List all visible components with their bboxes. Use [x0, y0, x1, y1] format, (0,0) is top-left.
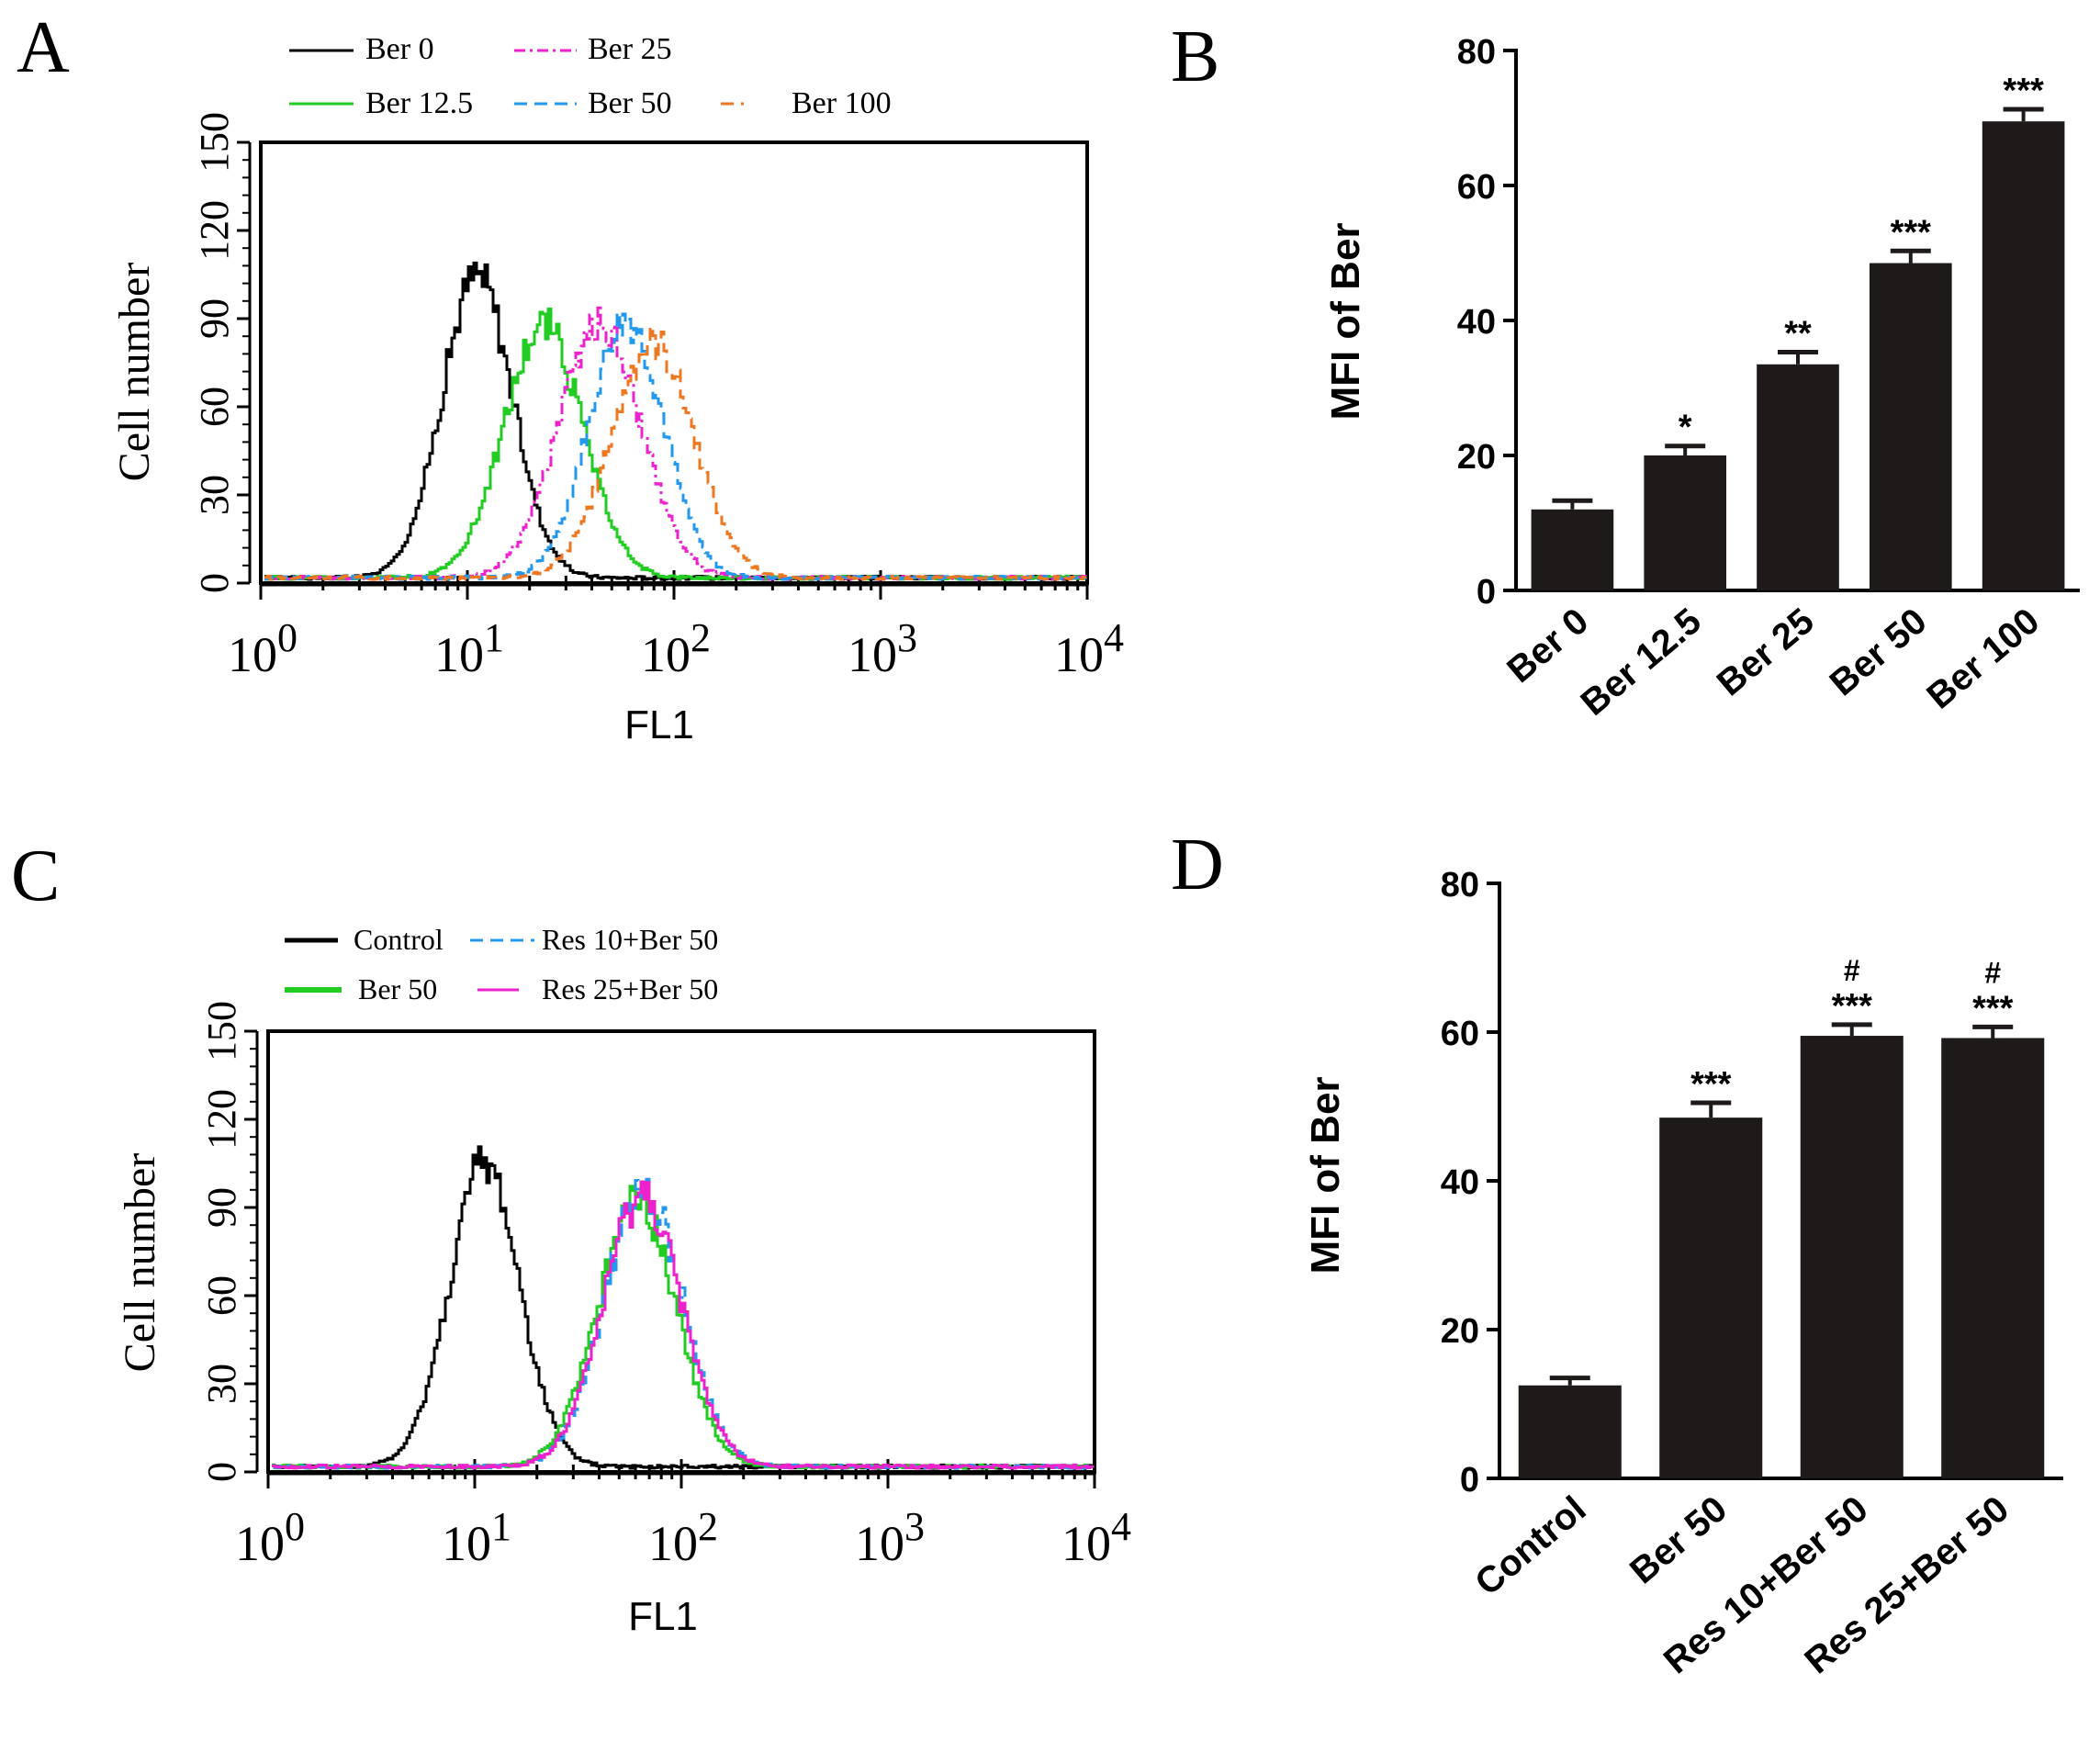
x-tick-label-ber-25: Ber 25: [1710, 601, 1822, 703]
bar-ber-50: [1659, 1117, 1763, 1478]
x-tick-label: 104: [1054, 615, 1124, 682]
significance-hash-res-10-ber-50: #: [1844, 954, 1860, 987]
y-tick-label: 120: [199, 1089, 244, 1150]
y-tick-label: 40: [1441, 1163, 1479, 1202]
significance-ber-12-5: *: [1679, 409, 1692, 447]
bar-ber-12-5: [1644, 455, 1727, 590]
x-tick-label: 103: [848, 615, 917, 682]
panel-c-legend: Control Res 10+Ber 50 Ber 50 Res 25+Ber …: [285, 923, 718, 1005]
y-tick-label: 30: [192, 475, 237, 515]
x-tick-label: 101: [434, 615, 504, 682]
legend-label-ber-25: Ber 25: [588, 32, 672, 66]
legend-label-ber-50: Ber 50: [358, 972, 437, 1005]
significance-ber-50: ***: [1690, 1065, 1732, 1104]
y-tick-label: 150: [199, 1001, 244, 1061]
legend-label-ber-50: Ber 50: [588, 86, 672, 120]
y-tick-label: 60: [1457, 168, 1496, 207]
x-tick-label: 101: [442, 1504, 511, 1571]
series-line-ber-25: [264, 304, 1087, 581]
x-tick-label-ber-50: Ber 50: [1823, 601, 1935, 703]
bar-ber-25: [1757, 364, 1839, 590]
x-tick-label-ber-100: Ber 100: [1919, 601, 2047, 717]
x-tick-label: 104: [1061, 1504, 1131, 1571]
series-line-ber-50: [272, 1185, 1095, 1470]
y-tick-label: 0: [192, 573, 237, 593]
series-line-res-25-ber-50: [272, 1180, 1095, 1470]
significance-res-25-ber-50: ***: [1972, 989, 2014, 1028]
panel-d-label: D: [1171, 825, 1224, 905]
legend-label-res-10-ber-50: Res 10+Ber 50: [542, 923, 718, 956]
panel-b-label: B: [1171, 17, 1219, 97]
panel-a-xlabel: FL1: [624, 702, 694, 747]
significance-hash-res-25-ber-50: #: [1984, 956, 2001, 989]
panel-a-plot-area: 0 30 60 90 120 150 100 101 102 103 104: [192, 112, 1124, 682]
bar-ber-50: [1869, 263, 1952, 590]
bar-res-10-ber-50: [1800, 1036, 1903, 1478]
x-tick-label: 102: [648, 1504, 718, 1571]
plot-frame: [266, 1029, 1096, 1474]
x-tick-label: 103: [855, 1504, 925, 1571]
y-tick-label: 80: [1441, 866, 1479, 904]
significance-ber-50: ***: [1891, 213, 1932, 252]
y-tick-label: 40: [1457, 303, 1496, 342]
panel-b-plot-area: 0 20 40 60 80 Ber 0 * Ber 12.5 ** Ber 25 *** Ber 50…: [1457, 33, 2080, 724]
x-tick-label-control: Control: [1467, 1488, 1593, 1603]
y-tick-label: 0: [1460, 1461, 1479, 1499]
y-tick-label: 120: [192, 200, 237, 261]
panel-c-label: C: [11, 836, 60, 916]
bar-res-25-ber-50: [1941, 1038, 2045, 1478]
series-line-ber-50: [264, 310, 1087, 581]
panel-a: A Ber 0 Ber 25 Ber 12.5 Ber 50 Ber 100 0…: [17, 7, 1124, 747]
plot-frame: [259, 140, 1089, 585]
y-tick-label: 60: [199, 1275, 244, 1316]
series-line-ber-12-5: [264, 307, 1087, 581]
series-line-ber-0: [264, 261, 1087, 581]
x-tick-label: 100: [235, 1504, 305, 1571]
panel-b-ylabel: MFI of Ber: [1323, 222, 1368, 420]
legend-label-ber-0: Ber 0: [365, 32, 434, 66]
y-tick-label: 60: [1441, 1015, 1479, 1053]
y-tick-label: 90: [192, 298, 237, 339]
x-tick-label-ber-50: Ber 50: [1623, 1488, 1735, 1591]
panel-c-plot-area: 0 30 60 90 120 150 100 101 102 103 104: [199, 1001, 1131, 1571]
x-tick-label: 102: [641, 615, 711, 682]
y-tick-label: 80: [1457, 33, 1496, 72]
y-tick-label: 0: [1477, 573, 1496, 612]
y-tick-label: 60: [192, 387, 237, 427]
y-tick-label: 20: [1441, 1312, 1479, 1351]
significance-res-10-ber-50: ***: [1832, 987, 1873, 1026]
series-line-ber-100: [264, 325, 1087, 581]
bar-ber-0: [1531, 509, 1614, 590]
x-tick-label-ber-0: Ber 0: [1499, 601, 1596, 691]
panel-a-legend: Ber 0 Ber 25 Ber 12.5 Ber 50 Ber 100: [289, 32, 892, 120]
bar-control: [1518, 1385, 1622, 1478]
y-tick-label: 150: [192, 112, 237, 173]
panel-c: C Control Res 10+Ber 50 Ber 50 Res 25+Be…: [11, 836, 1131, 1639]
legend-label-res-25-ber-50: Res 25+Ber 50: [542, 972, 718, 1005]
y-tick-label: 20: [1457, 438, 1496, 477]
panel-c-xlabel: FL1: [628, 1594, 698, 1639]
y-tick-label: 90: [199, 1187, 244, 1228]
legend-label-control: Control: [354, 923, 444, 956]
panel-a-ylabel: Cell number: [110, 263, 159, 482]
legend-label-ber-100: Ber 100: [792, 86, 892, 120]
bar-ber-100: [1982, 121, 2065, 591]
panel-c-ylabel: Cell number: [116, 1153, 164, 1373]
y-tick-label: 0: [199, 1462, 244, 1482]
x-tick-label-ber-12-5: Ber 12.5: [1573, 601, 1709, 724]
y-tick-label: 30: [199, 1364, 244, 1404]
significance-ber-25: **: [1784, 315, 1812, 354]
legend-label-ber-12-5: Ber 12.5: [365, 86, 473, 120]
x-tick-label: 100: [228, 615, 298, 682]
panel-d-ylabel: MFI of Ber: [1303, 1076, 1348, 1274]
panel-b: B 0 20 40 60 80 Ber 0 * Ber 12.5 ** Ber 25 *** Ber …: [1171, 17, 2080, 724]
panel-a-label: A: [17, 7, 70, 88]
significance-ber-100: ***: [2003, 72, 2044, 110]
